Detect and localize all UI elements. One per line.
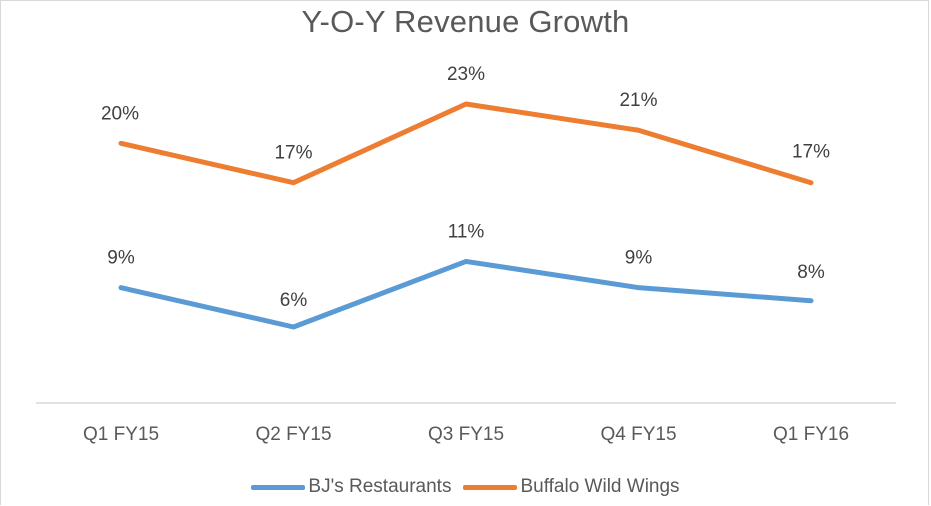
legend-item-bjs-restaurants: BJ's Restaurants	[251, 476, 451, 498]
data-label: 9%	[107, 248, 135, 269]
plot-area: Q1 FY15 Q2 FY15 Q3 FY15 Q4 FY15 Q1 FY16 9% 6% 1…	[36, 64, 896, 445]
legend-label-buffalo-wild-wings: Buffalo Wild Wings	[520, 476, 680, 497]
data-label: 20%	[101, 103, 139, 124]
legend-item-buffalo-wild-wings: Buffalo Wild Wings	[463, 476, 680, 498]
x-tick-label: Q4 FY15	[600, 424, 676, 445]
series-line-bjs-restaurants	[118, 258, 814, 330]
x-tick-label: Q2 FY15	[255, 424, 331, 445]
data-label: 9%	[625, 248, 653, 269]
x-tick-label: Q1 FY15	[83, 424, 159, 445]
data-label: 17%	[792, 142, 830, 163]
series-line-buffalo-wild-wings	[118, 101, 814, 186]
data-label: 23%	[447, 64, 485, 85]
chart-title: Y-O-Y Revenue Growth	[301, 4, 630, 39]
legend-swatch-bjs-restaurants	[251, 484, 306, 490]
legend-label-bjs-restaurants: BJ's Restaurants	[308, 476, 452, 497]
legend: BJ's Restaurants Buffalo Wild Wings	[1, 476, 930, 498]
legend-swatch-buffalo-wild-wings	[463, 484, 518, 490]
data-label: 11%	[448, 221, 485, 242]
x-tick-label: Q1 FY16	[773, 424, 849, 445]
data-label: 6%	[280, 290, 308, 311]
data-label: 21%	[619, 90, 657, 111]
x-tick-label: Q3 FY15	[428, 424, 504, 445]
data-label: 8%	[797, 262, 825, 283]
data-label: 17%	[274, 143, 312, 164]
